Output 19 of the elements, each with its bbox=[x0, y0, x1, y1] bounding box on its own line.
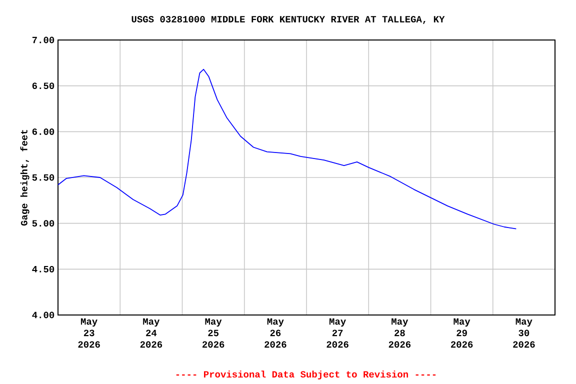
y-tick-label: 5.50 bbox=[32, 174, 54, 181]
chart-title: USGS 03281000 MIDDLE FORK KENTUCKY RIVER AT TALLEGA, KY bbox=[132, 16, 445, 24]
x-tick-label: May 25 2026 bbox=[202, 318, 224, 348]
y-tick-label: 6.50 bbox=[32, 82, 54, 90]
x-tick-label: May 27 2026 bbox=[326, 318, 348, 348]
x-tick-label: May 24 2026 bbox=[140, 318, 162, 348]
x-tick-label: May 30 2026 bbox=[513, 318, 535, 348]
line-series bbox=[58, 68, 517, 230]
x-tick-label: May 26 2026 bbox=[264, 318, 286, 348]
y-tick-label: 5.00 bbox=[32, 220, 54, 227]
y-tick-label: 7.00 bbox=[32, 36, 54, 44]
text: ---- Provisional Data Subject to Revision ---- bbox=[176, 370, 436, 380]
y-tick-label: 6.00 bbox=[32, 128, 54, 135]
y-axis-title: Gage height, feet bbox=[20, 130, 30, 226]
x-tick-label: May 29 2026 bbox=[451, 318, 473, 348]
x-tick-label: May 23 2026 bbox=[78, 318, 100, 348]
x-tick-label: May 28 2026 bbox=[388, 318, 411, 348]
y-tick-label: 4.00 bbox=[32, 312, 54, 318]
y-tick-label: 4.50 bbox=[32, 266, 54, 272]
